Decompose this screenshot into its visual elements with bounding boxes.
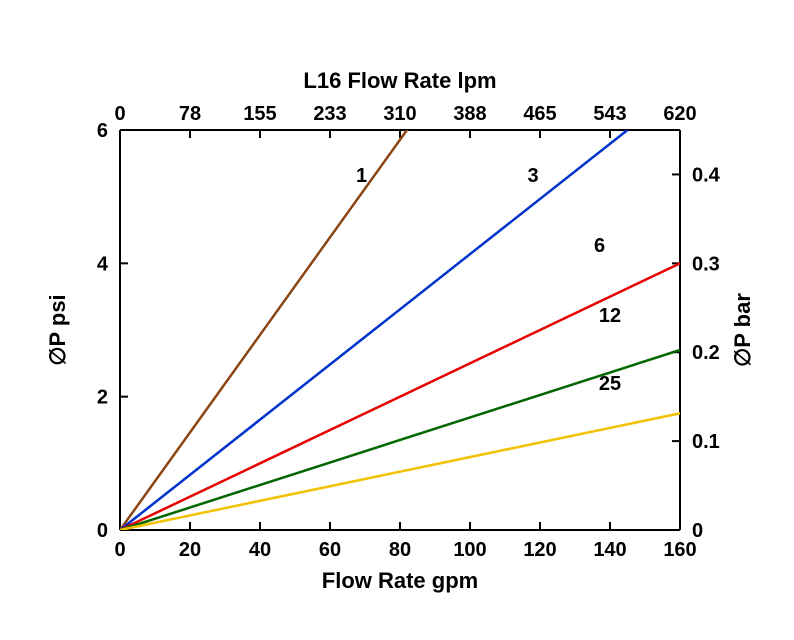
x-bottom-tick-label: 60 (319, 539, 341, 561)
y-right-title: ∅P bar (730, 293, 755, 367)
y-left-tick-label: 6 (97, 120, 108, 142)
y-right-tick-label: 0.2 (692, 342, 720, 364)
y-right-tick-label: 0.4 (692, 164, 721, 186)
series-label-12: 12 (599, 305, 621, 327)
series-line-25 (120, 413, 680, 530)
x-bottom-tick-label: 140 (593, 539, 626, 561)
x-top-tick-label: 233 (313, 103, 346, 125)
y-right-tick-label: 0.1 (692, 431, 720, 453)
x-bottom-tick-label: 40 (249, 539, 271, 561)
x-bottom-tick-label: 0 (114, 539, 125, 561)
x-bottom-tick-label: 120 (523, 539, 556, 561)
x-top-tick-label: 155 (243, 103, 276, 125)
x-top-tick-label: 388 (453, 103, 486, 125)
x-bottom-tick-label: 80 (389, 539, 411, 561)
series-line-1 (120, 130, 407, 530)
x-bottom-tick-label: 20 (179, 539, 201, 561)
y-right-tick-label: 0 (692, 520, 703, 542)
series-line-3 (120, 130, 628, 530)
x-bottom-tick-label: 160 (663, 539, 696, 561)
x-top-tick-label: 620 (663, 103, 696, 125)
x-top-title: L16 Flow Rate lpm (303, 68, 496, 93)
x-top-tick-label: 543 (593, 103, 626, 125)
x-bottom-tick-label: 100 (453, 539, 486, 561)
series-line-6 (120, 263, 680, 530)
y-left-tick-label: 0 (97, 520, 108, 542)
x-top-tick-label: 78 (179, 103, 201, 125)
x-top-tick-label: 465 (523, 103, 556, 125)
x-bottom-title: Flow Rate gpm (322, 568, 478, 593)
y-left-title: ∅P psi (45, 294, 70, 365)
series-label-3: 3 (527, 165, 538, 187)
x-top-tick-label: 0 (114, 103, 125, 125)
chart-container: 020406080100120140160Flow Rate gpm078155… (0, 0, 794, 640)
y-left-tick-label: 2 (97, 387, 108, 409)
y-left-tick-label: 4 (97, 253, 109, 275)
series-line-12 (120, 350, 680, 530)
series-label-6: 6 (594, 235, 605, 257)
y-right-tick-label: 0.3 (692, 253, 720, 275)
series-label-25: 25 (599, 373, 621, 395)
x-top-tick-label: 310 (383, 103, 416, 125)
series-label-1: 1 (356, 165, 367, 187)
line-chart: 020406080100120140160Flow Rate gpm078155… (0, 0, 794, 640)
plot-area (120, 130, 680, 530)
